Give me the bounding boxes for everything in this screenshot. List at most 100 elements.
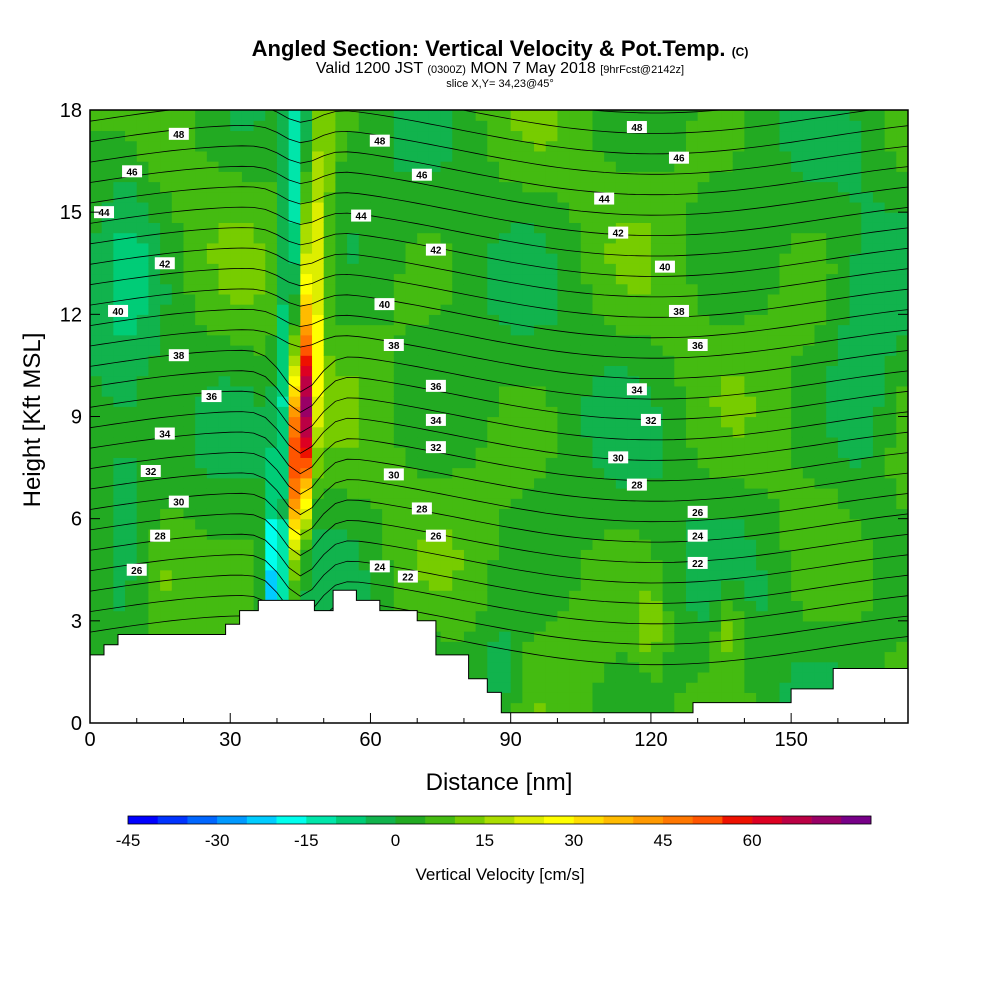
x-tick-label: 120 — [634, 729, 667, 751]
valid-date: MON 7 May 2018 — [470, 60, 596, 77]
velocity-cell — [358, 436, 372, 448]
velocity-cell — [627, 314, 640, 326]
velocity-cell — [697, 232, 710, 244]
velocity-cell — [300, 110, 313, 121]
contour-label-text: 34 — [159, 430, 171, 441]
velocity-cell — [300, 498, 313, 510]
velocity-cell — [288, 283, 301, 295]
velocity-cell — [592, 385, 605, 397]
isentrope-line — [90, 44, 908, 93]
velocity-cell — [872, 661, 886, 673]
velocity-cell — [861, 263, 874, 275]
velocity-cell — [90, 375, 103, 387]
velocity-cell — [218, 579, 231, 591]
velocity-cell — [744, 171, 757, 183]
velocity-cell — [312, 447, 325, 458]
velocity-cell — [475, 661, 488, 673]
velocity-cell — [276, 242, 290, 254]
velocity-cell — [405, 375, 418, 387]
velocity-cell — [148, 110, 161, 121]
velocity-cell — [276, 396, 290, 407]
velocity-cell — [849, 212, 862, 223]
velocity-cell — [685, 671, 699, 683]
velocity-cell — [639, 263, 652, 275]
velocity-cell — [101, 426, 114, 438]
velocity-cell — [802, 130, 816, 142]
velocity-cell — [510, 436, 523, 448]
velocity-cell — [206, 161, 220, 172]
velocity-cell — [183, 559, 196, 571]
velocity-cell — [849, 273, 862, 285]
velocity-cell — [113, 467, 126, 479]
velocity-cell — [580, 344, 594, 356]
velocity-cell — [499, 120, 512, 132]
velocity-cell — [791, 447, 804, 458]
velocity-cell — [674, 232, 687, 244]
velocity-cell — [440, 549, 453, 561]
velocity-cell — [206, 375, 220, 387]
slice-label: slice X,Y= 34,23@45° — [446, 78, 554, 90]
velocity-cell — [90, 457, 103, 469]
velocity-cell — [522, 120, 535, 132]
velocity-cell — [744, 293, 757, 305]
velocity-cell — [615, 212, 629, 223]
velocity-cell — [569, 477, 582, 489]
velocity-cell — [148, 396, 161, 407]
velocity-cell — [580, 620, 594, 632]
velocity-cell — [393, 355, 407, 367]
velocity-cell — [837, 324, 851, 336]
velocity-cell — [569, 467, 582, 479]
velocity-cell — [534, 569, 547, 581]
velocity-cell — [265, 120, 278, 132]
velocity-cell — [580, 579, 594, 591]
velocity-cell — [463, 385, 477, 397]
velocity-cell — [113, 201, 126, 213]
velocity-cell — [90, 110, 103, 121]
isentrope-line — [90, 533, 908, 584]
velocity-cell — [592, 661, 605, 673]
velocity-cell — [171, 396, 185, 407]
contour-label-bg — [626, 121, 647, 134]
velocity-cell — [101, 283, 114, 295]
velocity-cell — [101, 314, 114, 326]
velocity-cell — [697, 171, 710, 183]
velocity-cell — [440, 120, 453, 132]
velocity-cell — [592, 304, 605, 315]
velocity-cell — [405, 334, 418, 346]
velocity-cell — [615, 273, 629, 285]
velocity-cell — [791, 110, 804, 121]
velocity-cell — [569, 375, 582, 387]
velocity-cell — [358, 396, 372, 407]
velocity-cell — [393, 130, 407, 142]
velocity-cell — [312, 273, 325, 285]
velocity-cell — [580, 508, 594, 520]
velocity-cell — [662, 631, 675, 642]
velocity-cell — [90, 293, 103, 305]
velocity-cell — [382, 385, 395, 397]
velocity-cell — [288, 457, 301, 469]
colorbar-swatch — [841, 816, 872, 824]
velocity-cell — [90, 406, 103, 418]
velocity-cell — [265, 130, 278, 142]
velocity-cell — [335, 385, 348, 397]
velocity-cell — [721, 110, 734, 121]
velocity-cell — [253, 569, 266, 581]
velocity-cell — [534, 222, 547, 234]
velocity-cell — [615, 140, 629, 152]
velocity-cell — [674, 498, 687, 510]
velocity-cell — [604, 304, 617, 315]
velocity-cell — [428, 232, 442, 244]
velocity-cell — [487, 242, 500, 254]
velocity-cell — [732, 304, 745, 315]
velocity-cell — [428, 304, 442, 315]
velocity-cell — [872, 110, 886, 121]
velocity-cell — [802, 344, 816, 356]
velocity-cell — [767, 355, 781, 367]
velocity-cell — [604, 365, 617, 377]
velocity-cell — [674, 702, 687, 714]
velocity-cell — [136, 304, 150, 315]
velocity-cell — [592, 600, 605, 612]
velocity-cell — [615, 385, 629, 397]
velocity-cell — [393, 212, 407, 223]
velocity-cell — [697, 304, 710, 315]
